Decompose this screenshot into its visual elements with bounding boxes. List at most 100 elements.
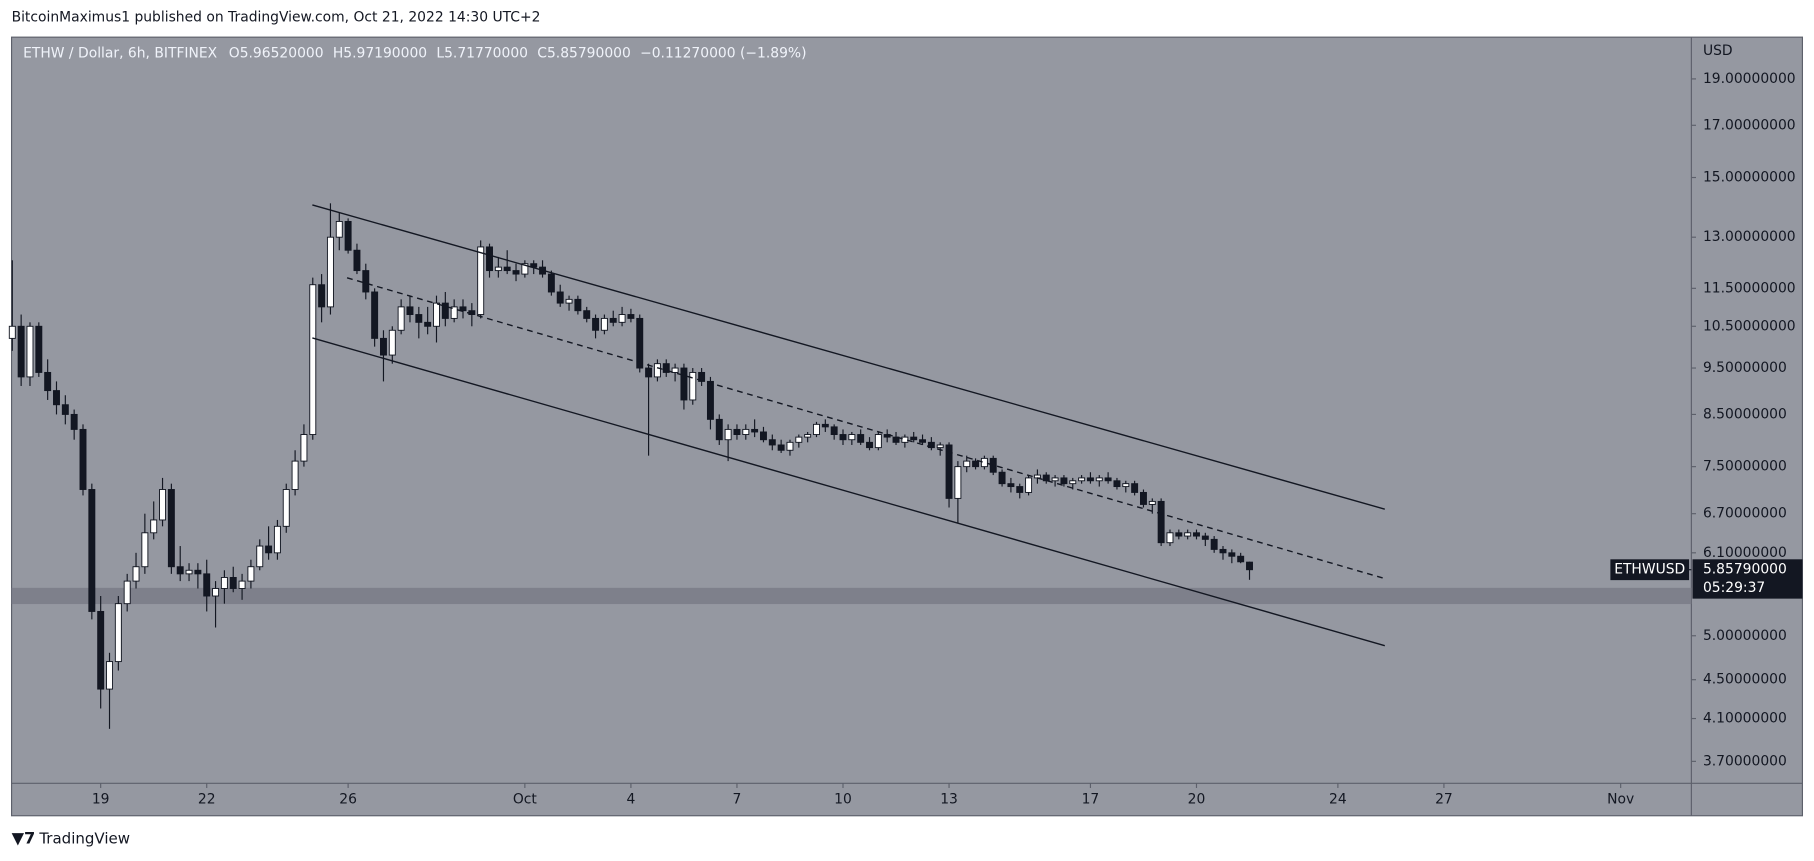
y-tick-label: 17.00000000: [1703, 117, 1796, 133]
candle-body: [777, 444, 785, 451]
candle-body: [989, 457, 997, 473]
candle-body: [167, 489, 175, 568]
candle-body: [1078, 477, 1086, 482]
y-tick-label: 4.10000000: [1703, 711, 1787, 727]
y-tick-label: 7.50000000: [1703, 459, 1787, 475]
candle-body: [618, 314, 626, 323]
candle-body: [830, 426, 838, 435]
candle-body: [1113, 480, 1121, 488]
candle-body: [857, 434, 865, 443]
candle-body: [1148, 500, 1156, 505]
candle-body: [636, 317, 644, 369]
candle-body: [17, 325, 25, 378]
legend-key: L: [436, 45, 444, 61]
candle-body: [1042, 474, 1050, 482]
candle-body: [265, 545, 273, 554]
candle-body: [194, 569, 202, 575]
candle-body: [521, 263, 529, 275]
legend-value: 5.97190000: [343, 45, 427, 61]
candle-body: [583, 310, 591, 319]
y-tick-label: 5.00000000: [1703, 628, 1787, 644]
candle-body: [141, 532, 149, 568]
candle-body: [1157, 500, 1165, 544]
x-tick-label: 19: [92, 792, 110, 808]
candle-body: [132, 566, 140, 582]
candle-body: [751, 428, 759, 433]
y-tick-label: 3.70000000: [1703, 753, 1787, 769]
candle-body: [79, 428, 87, 490]
candle-body: [1193, 532, 1200, 537]
candle-body: [415, 314, 423, 323]
candle-body: [1166, 532, 1174, 544]
x-tick-label: 27: [1435, 792, 1453, 808]
x-tick-label: Nov: [1607, 792, 1634, 808]
candle-body: [839, 434, 847, 441]
x-tick-label: 26: [339, 792, 357, 808]
candle-body: [459, 306, 467, 312]
x-tick-label: 22: [198, 792, 216, 808]
candle-body: [980, 457, 988, 468]
candle-body: [335, 220, 343, 238]
x-tick-label: 7: [733, 792, 742, 808]
symbol-box: [1610, 559, 1690, 581]
candle-body: [309, 284, 317, 435]
y-unit: USD: [1703, 43, 1733, 59]
candle-body: [1237, 555, 1245, 563]
candle-body: [600, 317, 608, 331]
candle-body: [1201, 535, 1209, 540]
candle-body: [1131, 483, 1139, 493]
candle-body: [441, 302, 449, 319]
candle-body: [70, 413, 78, 430]
candle-body: [733, 428, 741, 435]
candle-body: [706, 380, 714, 420]
candle-body: [866, 441, 873, 449]
candle-body: [945, 444, 953, 499]
candle-body: [698, 371, 706, 382]
candle-body: [963, 460, 971, 468]
channel-upper: [312, 204, 1385, 510]
legend-value: 5.71770000: [444, 45, 528, 61]
candle-body: [795, 436, 803, 443]
candle-body: [724, 428, 732, 441]
x-tick-label: 4: [626, 792, 635, 808]
x-tick-label: 10: [834, 792, 852, 808]
candle-body: [371, 291, 379, 339]
candle-body: [35, 325, 43, 373]
candle-body: [1086, 477, 1094, 482]
channel-mid: [346, 277, 1385, 580]
candle-body: [1104, 477, 1112, 482]
candle-body: [689, 371, 697, 401]
candle-body: [379, 337, 387, 356]
channel-lower: [312, 337, 1385, 647]
y-tick-label: 11.50000000: [1703, 280, 1796, 296]
candle-body: [326, 236, 334, 308]
x-tick-label: 24: [1329, 792, 1347, 808]
candle-body: [1246, 561, 1253, 571]
candle-body: [256, 545, 264, 568]
candle-body: [362, 270, 370, 293]
candle-body: [998, 471, 1006, 485]
chart-frame: [10, 36, 1804, 817]
header: BitcoinMaximus1 published on TradingView…: [12, 9, 541, 25]
candle-body: [919, 439, 927, 443]
legend-symbol: ETHW / Dollar, 6h, BITFINEX: [23, 45, 218, 61]
candle-body: [486, 246, 493, 272]
candle-body: [273, 525, 281, 554]
candle-body: [247, 566, 255, 582]
legend: ETHW / Dollar, 6h, BITFINEX O5.96520000 H5…: [23, 45, 806, 61]
y-tick-label: 13.00000000: [1703, 229, 1796, 245]
x-tick-label: 20: [1188, 792, 1206, 808]
candle-body: [1016, 486, 1024, 493]
last-price-label: 5.85790000: [1703, 562, 1787, 578]
x-tick-label: Oct: [513, 792, 538, 808]
candle-body: [759, 431, 767, 441]
y-tick-label: 6.10000000: [1703, 545, 1787, 561]
candle-body: [936, 444, 944, 449]
legend-key: H: [333, 45, 343, 61]
candle-body: [565, 298, 573, 304]
candle-body: [229, 577, 237, 589]
candle-body: [114, 603, 122, 663]
candle-body: [609, 317, 617, 323]
candle-body: [53, 390, 60, 406]
candle-body: [768, 439, 776, 446]
